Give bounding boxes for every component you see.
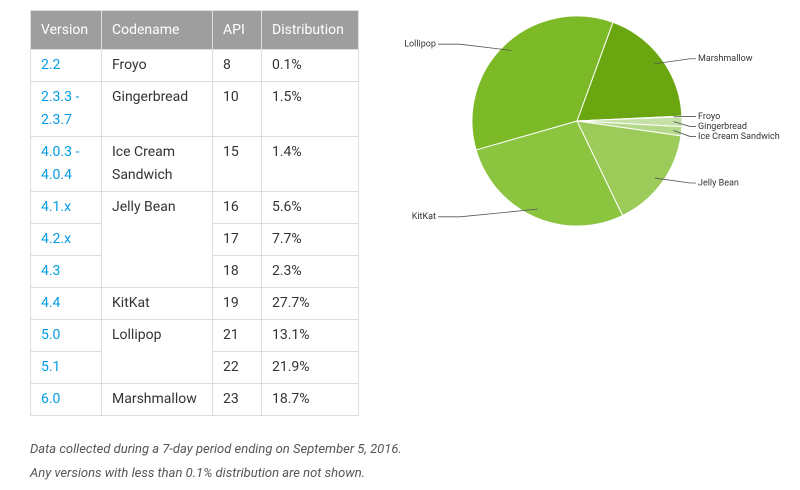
distribution: 13.1% bbox=[261, 319, 359, 352]
label-line bbox=[654, 177, 696, 184]
row: 4.4 KitKat 19 27.7% bbox=[30, 287, 359, 320]
header-row: Version Codename API Distribution bbox=[30, 10, 359, 50]
codename: Ice Cream Sandwich bbox=[101, 136, 213, 192]
slice-label: KitKat bbox=[412, 212, 436, 222]
version-link[interactable]: 4.0.3 - 4.0.4 bbox=[30, 136, 102, 192]
version-link[interactable]: 4.1.x bbox=[30, 191, 102, 224]
api: 19 bbox=[212, 287, 262, 320]
row: 4.0.3 - 4.0.4 Ice Cream Sandwich 15 1.4% bbox=[30, 136, 359, 192]
version-link[interactable]: 5.0 bbox=[30, 319, 102, 352]
codename: Froyo bbox=[101, 49, 213, 82]
api: 8 bbox=[212, 49, 262, 82]
pie-slice bbox=[576, 120, 682, 217]
api: 15 bbox=[212, 136, 262, 192]
row: 5.1 22 21.9% bbox=[30, 351, 359, 384]
api: 23 bbox=[212, 383, 262, 416]
row: 4.1.x Jelly Bean 16 5.6% bbox=[30, 191, 359, 288]
row: 5.0 Lollipop 21 13.1% bbox=[30, 319, 359, 384]
label-line bbox=[438, 43, 512, 51]
label-line bbox=[673, 130, 696, 137]
label-line bbox=[673, 121, 696, 127]
label-line bbox=[654, 58, 696, 65]
pie-slice bbox=[475, 120, 624, 227]
api: 10 bbox=[212, 81, 262, 137]
version-link[interactable]: 5.1 bbox=[30, 351, 102, 384]
distribution-table: Version Codename API Distribution 2.2 Froyo 8 0… bbox=[30, 10, 359, 416]
note: Data collected during a 7-day period end… bbox=[30, 442, 402, 457]
distribution: 1.4% bbox=[261, 136, 359, 192]
version-link[interactable]: 2.2 bbox=[30, 49, 102, 82]
version-link[interactable]: 4.3 bbox=[30, 255, 102, 288]
codename: Gingerbread bbox=[101, 81, 213, 137]
notes: Data collected during a 7-day period end… bbox=[30, 438, 402, 486]
version-link[interactable]: 4.4 bbox=[30, 287, 102, 320]
header-cell: Distribution bbox=[261, 10, 359, 50]
api: 17 bbox=[212, 223, 262, 256]
api: 22 bbox=[212, 351, 262, 384]
version-link[interactable]: 6.0 bbox=[30, 383, 102, 416]
distribution: 7.7% bbox=[261, 223, 359, 256]
slice-label: Lollipop bbox=[404, 40, 436, 50]
api: 21 bbox=[212, 319, 262, 352]
distribution: 18.7% bbox=[261, 383, 359, 416]
distribution: 21.9% bbox=[261, 351, 359, 384]
slice-label: Marshmallow bbox=[698, 54, 753, 64]
distribution: 0.1% bbox=[261, 49, 359, 82]
codename: Lollipop bbox=[101, 319, 213, 384]
pie-slice bbox=[576, 21, 683, 122]
note: Any versions with less than 0.1% distrib… bbox=[30, 466, 366, 481]
slice-label: Ice Cream Sandwich bbox=[698, 132, 780, 142]
slice-label: Jelly Bean bbox=[698, 178, 739, 188]
header-cell: Version bbox=[30, 10, 102, 50]
label-line bbox=[438, 208, 538, 218]
row: 4.3 18 2.3% bbox=[30, 255, 359, 288]
row: 6.0 Marshmallow 23 18.7% bbox=[30, 383, 359, 416]
codename: Marshmallow bbox=[101, 383, 213, 416]
row: 2.2 Froyo 8 0.1% bbox=[30, 49, 359, 82]
slice-label: Gingerbread bbox=[698, 122, 747, 132]
api: 18 bbox=[212, 255, 262, 288]
slice-label: Froyo bbox=[698, 112, 720, 122]
distribution: 5.6% bbox=[261, 191, 359, 224]
codename: Jelly Bean bbox=[101, 191, 213, 288]
